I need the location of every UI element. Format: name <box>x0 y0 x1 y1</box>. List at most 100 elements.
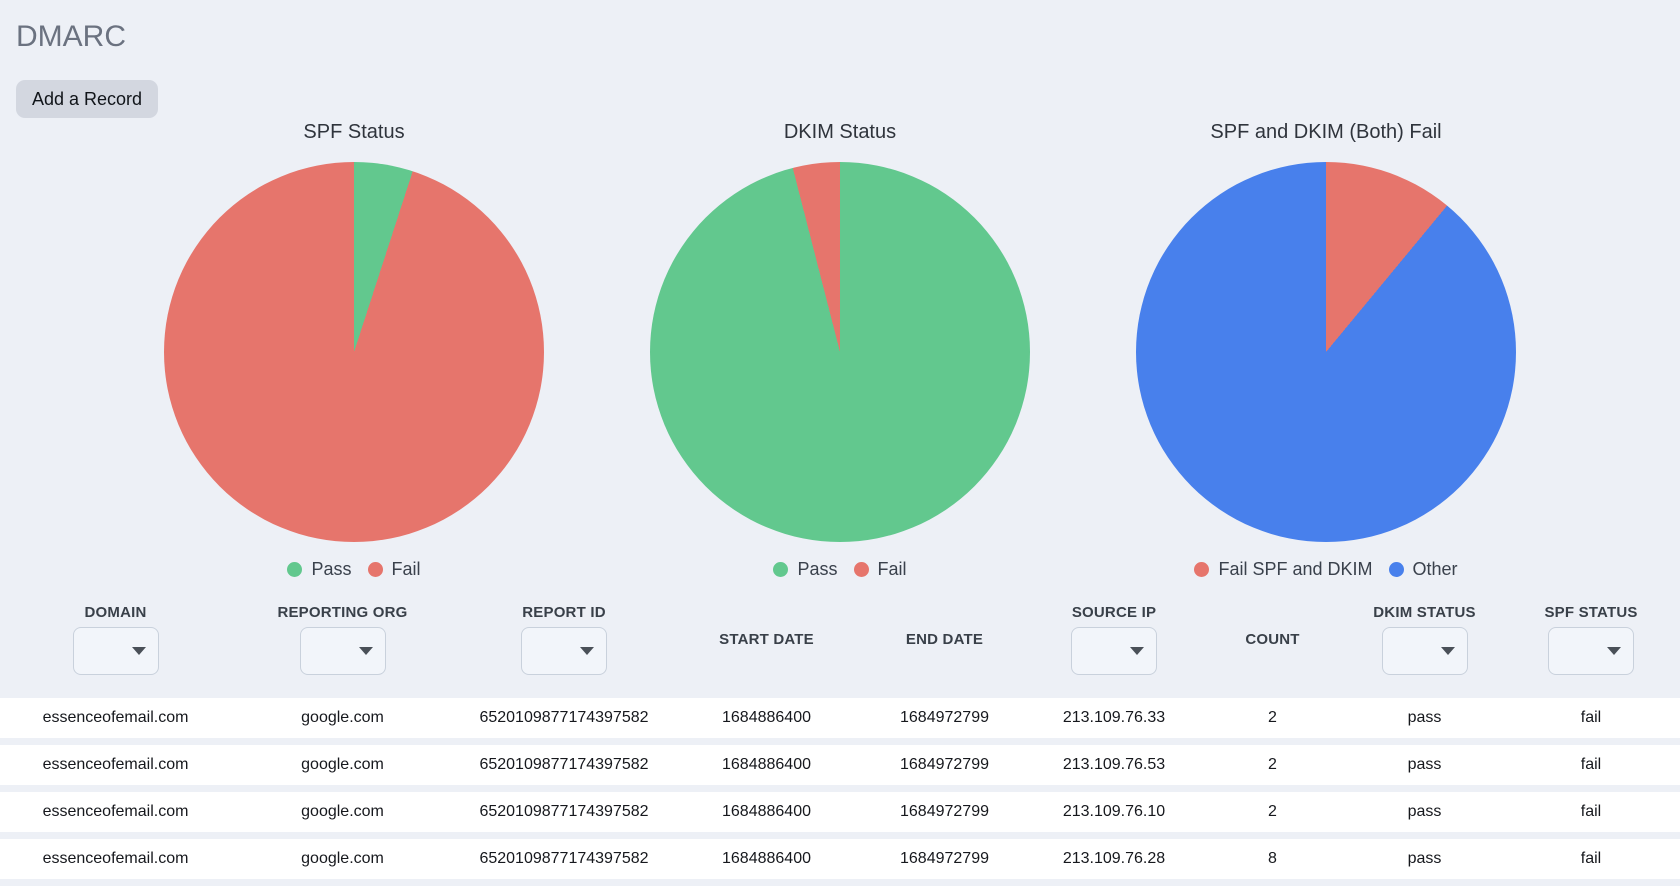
column-label: REPORT ID <box>522 604 606 621</box>
legend-dot <box>1388 561 1404 577</box>
table-cell-dkim-status: pass <box>1407 756 1442 773</box>
table-cell-start-date: 1684886400 <box>722 709 811 726</box>
chevron-down-icon <box>1130 647 1144 655</box>
table-cell-start-date: 1684886400 <box>722 756 811 773</box>
legend-item-fail-spf-and-dkim[interactable]: Fail SPF and DKIM <box>1194 558 1373 580</box>
table-cell-reporting-org: google.com <box>301 756 384 773</box>
charts-row: SPF Status Pass Fail DKIM Status Pass <box>111 118 1569 580</box>
table-cell-end-date: 1684972799 <box>900 850 989 867</box>
table-cell-end-date: 1684972799 <box>900 756 989 773</box>
table-cell-domain: essenceofemail.com <box>42 850 189 867</box>
column-label: COUNT <box>1245 631 1300 648</box>
table-cell-domain: essenceofemail.com <box>42 803 189 820</box>
table-cell-report-id: 6520109877174397582 <box>479 850 649 867</box>
legend-item-fail[interactable]: Fail <box>853 559 907 580</box>
column-header-domain: DOMAIN <box>0 603 231 675</box>
legend-dot <box>773 561 789 577</box>
legend-label: Fail <box>391 558 421 579</box>
table-cell-source-ip: 213.109.76.53 <box>1062 756 1166 773</box>
column-label: SOURCE IP <box>1071 604 1157 621</box>
legend-item-pass[interactable]: Pass <box>287 558 352 580</box>
table-cell-end-date: 1684972799 <box>900 803 989 820</box>
legend-item-fail[interactable]: Fail <box>367 558 421 580</box>
table-row-partial <box>0 886 1680 894</box>
page-title: DMARC <box>16 20 126 53</box>
column-label: REPORTING ORG <box>277 604 408 621</box>
dkim-status-filter-select[interactable] <box>1381 627 1468 675</box>
spf-status-chart: SPF Status Pass Fail <box>111 118 597 580</box>
column-header-start-date: START DATE <box>674 603 859 675</box>
legend-item-other[interactable]: Other <box>1388 558 1458 580</box>
table-header-row: DOMAIN REPORTING ORG REPORT ID START DAT… <box>0 603 1680 698</box>
table-row: essenceofemail.com google.com 6520109877… <box>0 792 1680 832</box>
table-cell-count: 8 <box>1268 850 1277 867</box>
legend-dot <box>853 561 869 577</box>
chevron-down-icon <box>580 647 594 655</box>
column-label: DOMAIN <box>84 604 147 621</box>
column-label: END DATE <box>905 631 984 648</box>
table-cell-spf-status: fail <box>1580 756 1602 773</box>
spf-status-pie <box>164 162 544 542</box>
chart-title: SPF and DKIM (Both) Fail <box>1210 121 1442 143</box>
column-label: SPF STATUS <box>1544 604 1638 621</box>
table-cell-start-date: 1684886400 <box>722 850 811 867</box>
column-header-report-id: REPORT ID <box>454 603 674 675</box>
spf-dkim-both-fail-pie <box>1136 162 1516 542</box>
table-cell-report-id: 6520109877174397582 <box>479 756 649 773</box>
dkim-status-pie <box>650 162 1030 542</box>
domain-filter-select[interactable] <box>72 627 159 675</box>
legend-dot <box>367 561 383 577</box>
legend-label: Fail SPF and DKIM <box>1218 558 1373 579</box>
table-cell-domain: essenceofemail.com <box>42 709 189 726</box>
legend-label: Pass <box>311 558 352 579</box>
report-id-filter-select[interactable] <box>521 627 607 675</box>
chevron-down-icon <box>1440 647 1455 655</box>
source-ip-filter-select[interactable] <box>1071 627 1157 675</box>
chart-legend: Fail SPF and DKIM Other <box>1194 558 1458 580</box>
table-cell-count: 2 <box>1268 756 1277 773</box>
table-cell-start-date: 1684886400 <box>722 803 811 820</box>
column-header-spf-status: SPF STATUS <box>1502 603 1680 675</box>
chart-legend: Pass Fail <box>773 558 907 580</box>
dkim-status-chart: DKIM Status Pass Fail <box>597 118 1083 580</box>
chevron-down-icon <box>358 647 373 655</box>
spf-status-filter-select[interactable] <box>1548 627 1634 675</box>
table-cell-spf-status: fail <box>1580 803 1602 820</box>
table-cell-report-id: 6520109877174397582 <box>479 803 649 820</box>
column-header-source-ip: SOURCE IP <box>1030 603 1198 675</box>
legend-item-pass[interactable]: Pass <box>773 558 838 580</box>
legend-label: Pass <box>797 558 838 579</box>
reporting-org-filter-select[interactable] <box>299 627 386 675</box>
table-cell-spf-status: fail <box>1580 709 1602 726</box>
column-header-dkim-status: DKIM STATUS <box>1347 603 1502 675</box>
table-cell-reporting-org: google.com <box>301 850 384 867</box>
table-cell-dkim-status: pass <box>1407 709 1442 726</box>
chevron-down-icon <box>1607 647 1621 655</box>
legend-label: Other <box>1412 558 1458 579</box>
chart-legend: Pass Fail <box>287 558 421 580</box>
column-label: START DATE <box>719 631 814 648</box>
dmarc-report-table: DOMAIN REPORTING ORG REPORT ID START DAT… <box>0 603 1680 894</box>
table-cell-reporting-org: google.com <box>301 803 384 820</box>
table-cell-count: 2 <box>1268 803 1277 820</box>
table-cell-end-date: 1684972799 <box>900 709 989 726</box>
table-cell-reporting-org: google.com <box>301 709 384 726</box>
table-cell-source-ip: 213.109.76.10 <box>1062 803 1166 820</box>
legend-dot <box>1194 561 1210 577</box>
table-row: essenceofemail.com google.com 6520109877… <box>0 839 1680 879</box>
add-record-button[interactable]: Add a Record <box>16 80 159 118</box>
spf-dkim-both-fail-chart: SPF and DKIM (Both) Fail Fail SPF and DK… <box>1083 118 1569 580</box>
legend-dot <box>287 561 303 577</box>
column-header-count: COUNT <box>1198 603 1347 675</box>
chart-title: SPF Status <box>303 121 405 143</box>
table-row: essenceofemail.com google.com 6520109877… <box>0 698 1680 738</box>
column-header-reporting-org: REPORTING ORG <box>231 603 454 675</box>
table-cell-dkim-status: pass <box>1407 803 1442 820</box>
column-header-end-date: END DATE <box>859 603 1030 675</box>
table-cell-spf-status: fail <box>1580 850 1602 867</box>
table-cell-domain: essenceofemail.com <box>42 756 189 773</box>
table-cell-source-ip: 213.109.76.28 <box>1062 850 1166 867</box>
table-body: essenceofemail.com google.com 6520109877… <box>0 698 1680 894</box>
chevron-down-icon <box>131 647 146 655</box>
table-cell-dkim-status: pass <box>1407 850 1442 867</box>
